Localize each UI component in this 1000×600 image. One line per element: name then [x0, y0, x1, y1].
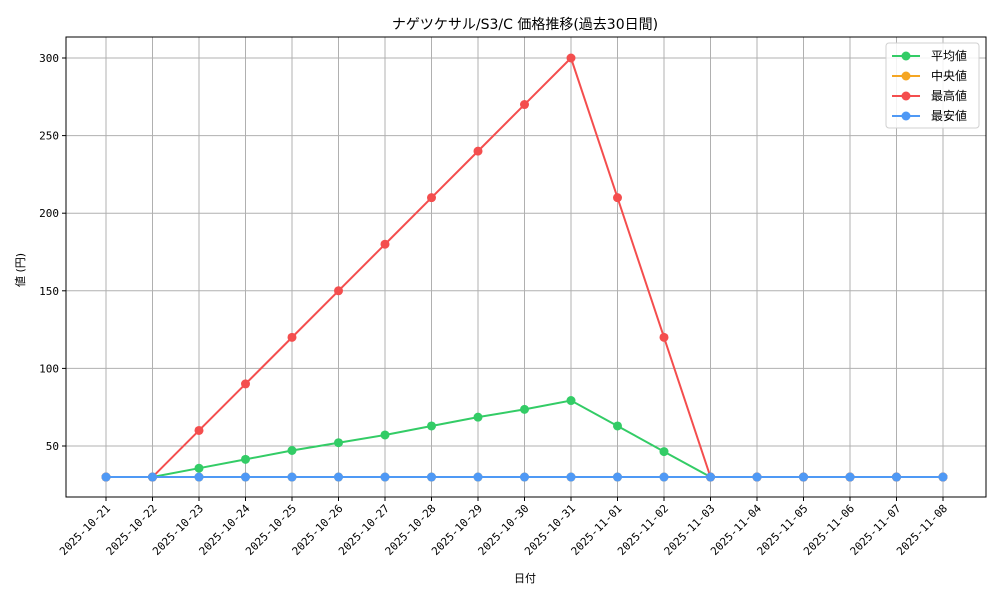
- data-point: [427, 193, 436, 203]
- data-point: [938, 472, 948, 482]
- data-point: [566, 396, 576, 406]
- data-point: [194, 472, 204, 482]
- data-point: [566, 472, 576, 482]
- data-point: [380, 472, 390, 482]
- legend-item: 最安値: [892, 108, 967, 123]
- data-point: [380, 239, 390, 249]
- grid-lines: [66, 37, 986, 497]
- data-point: [613, 421, 622, 431]
- data-point: [892, 472, 901, 482]
- chart-title: ナゲツケサル/S3/C 価格推移(過去30日間): [392, 17, 658, 33]
- data-point: [287, 446, 297, 456]
- legend-item: 中央値: [892, 68, 967, 83]
- data-point: [101, 472, 111, 482]
- data-point: [659, 472, 669, 482]
- data-point: [241, 454, 250, 464]
- y-tick-label: 250: [39, 130, 59, 143]
- data-point: [287, 332, 297, 342]
- data-point: [427, 472, 436, 482]
- axes-frame: [65, 36, 987, 498]
- data-point: [334, 286, 343, 296]
- x-axis-label: 日付: [514, 572, 536, 585]
- data-point: [427, 421, 436, 431]
- data-point: [473, 412, 483, 422]
- data-point: [194, 425, 204, 435]
- legend-label: 中央値: [931, 68, 967, 83]
- data-point: [241, 379, 250, 389]
- data-point: [520, 404, 529, 414]
- data-point: [334, 438, 343, 448]
- y-tick-label: 150: [39, 285, 59, 298]
- data-point: [520, 100, 529, 110]
- plot-area: [101, 53, 948, 482]
- data-point: [659, 447, 669, 457]
- y-axis-label: 値 (円): [14, 253, 27, 287]
- y-tick-label: 300: [39, 52, 59, 65]
- data-point: [520, 472, 529, 482]
- data-point: [845, 472, 855, 482]
- data-point: [566, 53, 576, 63]
- data-point: [287, 472, 297, 482]
- data-point: [148, 472, 157, 482]
- data-point: [613, 193, 622, 203]
- data-point: [799, 472, 808, 482]
- series-line: [101, 472, 948, 482]
- data-point: [194, 463, 204, 473]
- data-point: [241, 472, 250, 482]
- legend-label: 最高値: [931, 88, 967, 103]
- data-point: [380, 430, 390, 440]
- y-tick-label: 50: [46, 440, 59, 453]
- data-point: [334, 472, 343, 482]
- data-point: [752, 472, 762, 482]
- data-point: [473, 146, 483, 156]
- data-point: [706, 472, 715, 482]
- y-axis-ticks: 50 100 150 200 250 300: [39, 52, 66, 453]
- legend-label: 最安値: [931, 108, 967, 123]
- data-point: [613, 472, 622, 482]
- data-point: [659, 332, 669, 342]
- legend-item: 平均値: [892, 48, 967, 63]
- legend-item: 最高値: [892, 88, 967, 103]
- y-tick-label: 100: [39, 362, 59, 375]
- y-tick-label: 200: [39, 207, 59, 220]
- legend-label: 平均値: [931, 48, 967, 63]
- data-point: [473, 472, 483, 482]
